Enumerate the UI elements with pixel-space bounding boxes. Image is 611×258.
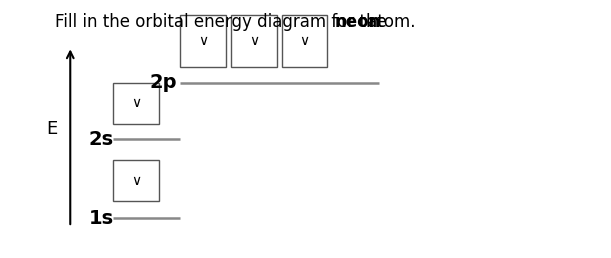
- Bar: [113, 83, 159, 124]
- Text: ∨: ∨: [299, 34, 310, 48]
- Text: ∨: ∨: [198, 34, 208, 48]
- Bar: [113, 160, 159, 201]
- Text: atom.: atom.: [362, 13, 415, 31]
- Text: ∨: ∨: [249, 34, 259, 48]
- Text: 2p: 2p: [150, 73, 177, 92]
- Bar: [231, 15, 277, 67]
- Text: ∨: ∨: [131, 174, 141, 188]
- Text: ∨: ∨: [131, 96, 141, 110]
- Text: Fill in the orbital energy diagram for the: Fill in the orbital energy diagram for t…: [55, 13, 392, 31]
- Bar: [180, 15, 226, 67]
- Bar: [282, 15, 327, 67]
- Text: 1s: 1s: [89, 208, 114, 228]
- Text: 2s: 2s: [89, 130, 114, 149]
- Text: neon: neon: [335, 13, 381, 31]
- Text: E: E: [46, 120, 57, 138]
